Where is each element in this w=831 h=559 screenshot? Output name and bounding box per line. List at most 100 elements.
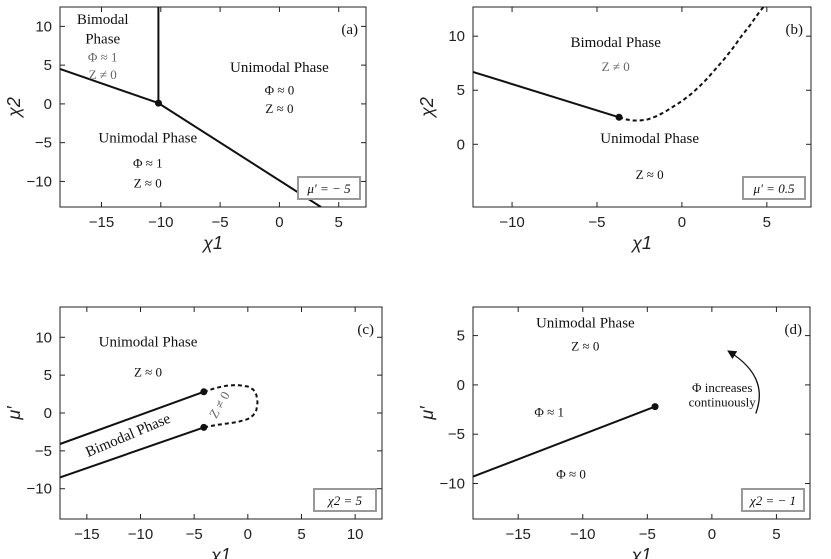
- solid-boundary-line: [60, 426, 205, 479]
- annotation-label: Z ≈ 0: [571, 338, 599, 353]
- annotation-label: Phase: [85, 31, 120, 47]
- y-tick-label: 5: [44, 57, 52, 74]
- annotation-label: Z ≈ 0: [265, 101, 293, 116]
- annotation-label: Bimodal Phase: [570, 35, 661, 51]
- y-tick-label: −5: [35, 443, 52, 460]
- x-tick-label: 0: [275, 214, 283, 231]
- parameter-value: μ′ = 0.5: [753, 181, 795, 196]
- panel-b: −10 −5 0 5 10 5 0 χ1 χ2 Bimodal Phase Z ≠ 0 Unimoda…: [417, 6, 812, 253]
- y-tick-label: 5: [457, 82, 465, 99]
- x-tick-label: 10: [347, 526, 364, 543]
- x-axis-label: χ1: [630, 545, 652, 559]
- critical-point: [154, 99, 162, 107]
- x-tick-label: 5: [297, 526, 305, 543]
- y-tick-label: 0: [457, 136, 465, 153]
- x-tick-label: −10: [499, 214, 524, 231]
- solid-boundary-line: [60, 68, 159, 105]
- annotation-label: Z ≠ 0: [206, 389, 233, 421]
- annotation-label: Φ ≈ 0: [265, 83, 295, 98]
- parameter-box: [313, 488, 377, 512]
- y-tick-label: −10: [440, 476, 465, 493]
- y-axis-label: χ2: [417, 97, 437, 119]
- parameter-box: [742, 176, 806, 200]
- x-axis-label: χ1: [201, 233, 223, 253]
- parameter-value: χ2 = − 1: [748, 493, 796, 508]
- critical-point: [651, 403, 659, 411]
- y-axis-label: μ′: [4, 406, 24, 421]
- y-axis-label: μ′: [417, 406, 437, 421]
- critical-point: [615, 113, 623, 121]
- x-tick-label: −10: [148, 214, 173, 231]
- annotation-label: Unimodal Phase: [99, 334, 198, 350]
- critical-point: [200, 388, 208, 396]
- panel-c: −15 −10 −5 0 5 10 10 5 0 −5 −10 χ1 μ′ Unimodal Phase Z…: [4, 306, 383, 559]
- y-tick-label: −5: [35, 135, 52, 152]
- panel-label: (a): [341, 22, 358, 38]
- x-tick-label: 0: [678, 214, 686, 231]
- parameter-box: [741, 488, 805, 512]
- x-tick-label: −15: [89, 214, 114, 231]
- solid-boundary-line: [157, 102, 322, 207]
- plot-frame: [59, 6, 367, 208]
- annotation-label: Z ≈ 0: [134, 176, 162, 191]
- y-tick-label: 10: [448, 28, 465, 45]
- x-axis-label: χ1: [209, 545, 231, 559]
- panel-label: (b): [786, 22, 804, 38]
- y-tick-label: 0: [457, 377, 465, 394]
- y-tick-label: −5: [448, 426, 465, 443]
- y-tick-label: 10: [35, 329, 52, 346]
- curved-arrow: [727, 350, 760, 414]
- x-tick-label: 0: [244, 526, 252, 543]
- annotation-label: Φ ≈ 1: [133, 155, 163, 170]
- annotation-label: Z ≠ 0: [89, 67, 117, 82]
- critical-point: [200, 423, 208, 431]
- x-tick-label: −15: [505, 526, 530, 543]
- solid-boundary-line: [60, 390, 205, 445]
- annotation-label: continuously: [689, 395, 757, 410]
- annotation-label: Unimodal Phase: [536, 316, 635, 332]
- x-tick-label: −5: [186, 526, 203, 543]
- parameter-value: χ2 = 5: [326, 493, 362, 508]
- x-tick-label: −15: [74, 526, 99, 543]
- annotation-label: Φ ≈ 1: [88, 49, 118, 64]
- annotation-label: Unimodal Phase: [230, 60, 329, 76]
- x-tick-label: −5: [212, 214, 229, 231]
- y-axis-label: χ2: [4, 97, 24, 119]
- annotation-label: Z ≈ 0: [636, 167, 664, 182]
- y-tick-label: 0: [44, 405, 52, 422]
- y-tick-label: 0: [44, 96, 52, 113]
- annotation-label: Unimodal Phase: [600, 131, 699, 147]
- annotation-label: Z ≈ 0: [134, 365, 162, 380]
- y-tick-label: −10: [27, 481, 52, 498]
- panel-label: (d): [785, 322, 803, 338]
- y-tick-label: 5: [44, 367, 52, 384]
- parameter-box: [297, 176, 361, 200]
- x-tick-label: −10: [128, 526, 153, 543]
- x-tick-label: 5: [763, 214, 771, 231]
- panel-a: −15 −10 −5 0 5 10 5 0 −5 −10 χ1 χ2 Bimodal Phase Φ ≈ 1…: [4, 6, 367, 253]
- x-axis-label: χ1: [630, 233, 652, 253]
- panel-d: −15 −10 −5 0 5 5 0 −5 −10 χ1 μ′ Unimodal Phase Z ≈ 0…: [417, 306, 811, 559]
- annotation-label: Φ ≈ 1: [534, 404, 564, 419]
- x-tick-label: −10: [570, 526, 595, 543]
- plot-frame: [472, 6, 812, 208]
- x-tick-label: −5: [639, 526, 656, 543]
- plot-frame: [472, 306, 811, 520]
- solid-boundary-line: [473, 70, 620, 119]
- annotation-label: Bimodal: [77, 12, 129, 28]
- y-tick-label: 5: [457, 328, 465, 345]
- annotation-label: Φ increases: [692, 380, 752, 395]
- solid-boundary-line: [473, 405, 656, 478]
- y-tick-label: −10: [27, 173, 52, 190]
- x-tick-label: 5: [772, 526, 780, 543]
- y-tick-label: 10: [35, 18, 52, 35]
- x-tick-label: 0: [708, 526, 716, 543]
- annotation-label: Unimodal Phase: [98, 131, 197, 147]
- parameter-value: μ′ = − 5: [306, 181, 351, 196]
- dashed-boundary-line: [203, 383, 259, 429]
- x-tick-label: −5: [588, 214, 605, 231]
- annotation-label: Φ ≈ 0: [556, 467, 586, 482]
- dashed-boundary-line: [618, 7, 765, 122]
- panel-label: (c): [357, 322, 374, 338]
